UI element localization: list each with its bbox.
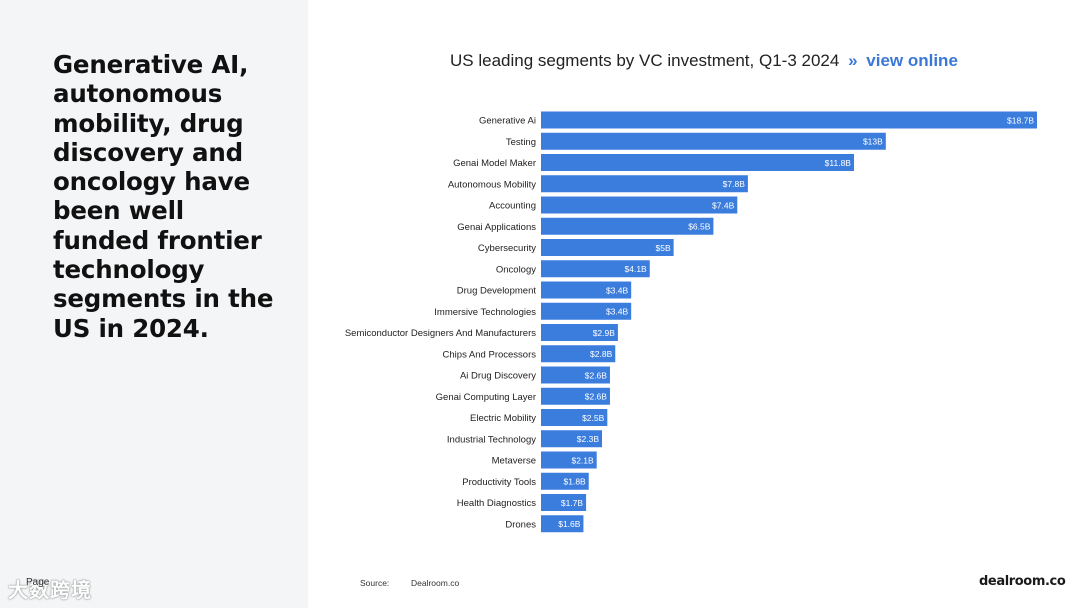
chart-header: US leading segments by VC investment, Q1…	[450, 51, 958, 71]
bar	[541, 154, 854, 171]
category-label: Generative Ai	[479, 116, 536, 127]
value-label: $6.5B	[688, 222, 711, 232]
category-label: Chips And Processors	[443, 349, 537, 360]
chart-title: US leading segments by VC investment, Q1…	[450, 51, 840, 70]
value-label: $18.7B	[1007, 115, 1034, 125]
value-label: $2.3B	[577, 434, 600, 444]
category-label: Oncology	[496, 264, 536, 275]
category-label: Autonomous Mobility	[448, 179, 536, 190]
bar	[541, 302, 632, 320]
chevron-right-icon: »	[848, 51, 858, 70]
value-label: $2.1B	[571, 455, 594, 465]
category-label: Health Diagnostics	[457, 498, 536, 509]
value-label: $2.8B	[590, 349, 613, 359]
page-label: Page	[26, 577, 50, 588]
bar	[541, 366, 610, 384]
bar	[541, 515, 584, 533]
value-label: $2.6B	[585, 392, 608, 402]
value-label: $7.8B	[723, 179, 746, 189]
bar	[541, 472, 589, 490]
value-label: $3.4B	[606, 307, 629, 317]
category-label: Genai Applications	[457, 222, 536, 233]
value-label: $2.6B	[585, 370, 608, 380]
category-label: Productivity Tools	[462, 477, 536, 488]
value-label: $3.4B	[606, 285, 629, 295]
headline: Generative AI, autonomous mobility, drug…	[53, 50, 274, 343]
left-panel	[0, 0, 308, 608]
bar	[541, 196, 738, 214]
category-label: Electric Mobility	[470, 413, 536, 424]
value-label: $2.9B	[593, 328, 616, 338]
bar	[541, 451, 597, 469]
dealroom-logo: dealroom.co	[979, 574, 1066, 589]
category-label: Drug Development	[457, 286, 537, 297]
value-label: $5B	[655, 243, 670, 253]
category-label: Genai Computing Layer	[436, 392, 536, 403]
source-text: Dealroom.co	[411, 578, 460, 588]
bar	[541, 324, 618, 341]
bar	[541, 132, 886, 150]
value-label: $11.8B	[825, 158, 852, 168]
bar	[541, 387, 610, 405]
value-label: $4.1B	[625, 264, 648, 274]
category-label: Metaverse	[492, 456, 536, 467]
category-label: Cybersecurity	[478, 243, 536, 254]
value-label: $1.7B	[561, 498, 584, 508]
category-label: Ai Drug Discovery	[460, 371, 536, 382]
value-label: $1.8B	[564, 477, 587, 487]
category-label: Genai Model Maker	[453, 158, 536, 169]
category-label: Accounting	[489, 201, 536, 212]
chart-card	[360, 46, 1024, 546]
bar	[541, 239, 674, 256]
category-label: Semiconductor Designers And Manufacturer…	[345, 328, 536, 339]
bar	[541, 217, 714, 235]
bar	[541, 345, 616, 363]
value-label: $7.4B	[712, 200, 735, 210]
bar	[541, 111, 1037, 129]
bar	[541, 494, 587, 511]
value-label: $2.5B	[582, 413, 605, 423]
view-online-link[interactable]: view online	[866, 51, 958, 70]
source-label: Source:	[360, 578, 390, 588]
bar	[541, 430, 603, 448]
bar	[541, 409, 608, 426]
value-label: $13B	[863, 137, 883, 147]
bar	[541, 260, 650, 278]
category-label: Testing	[506, 137, 536, 148]
value-label: $1.6B	[558, 519, 581, 529]
bar	[541, 281, 632, 299]
watermark: 大数跨境	[8, 578, 92, 602]
category-label: Immersive Technologies	[434, 307, 536, 318]
category-label: Drones	[505, 519, 536, 530]
bar	[541, 175, 748, 193]
category-label: Industrial Technology	[447, 434, 536, 445]
